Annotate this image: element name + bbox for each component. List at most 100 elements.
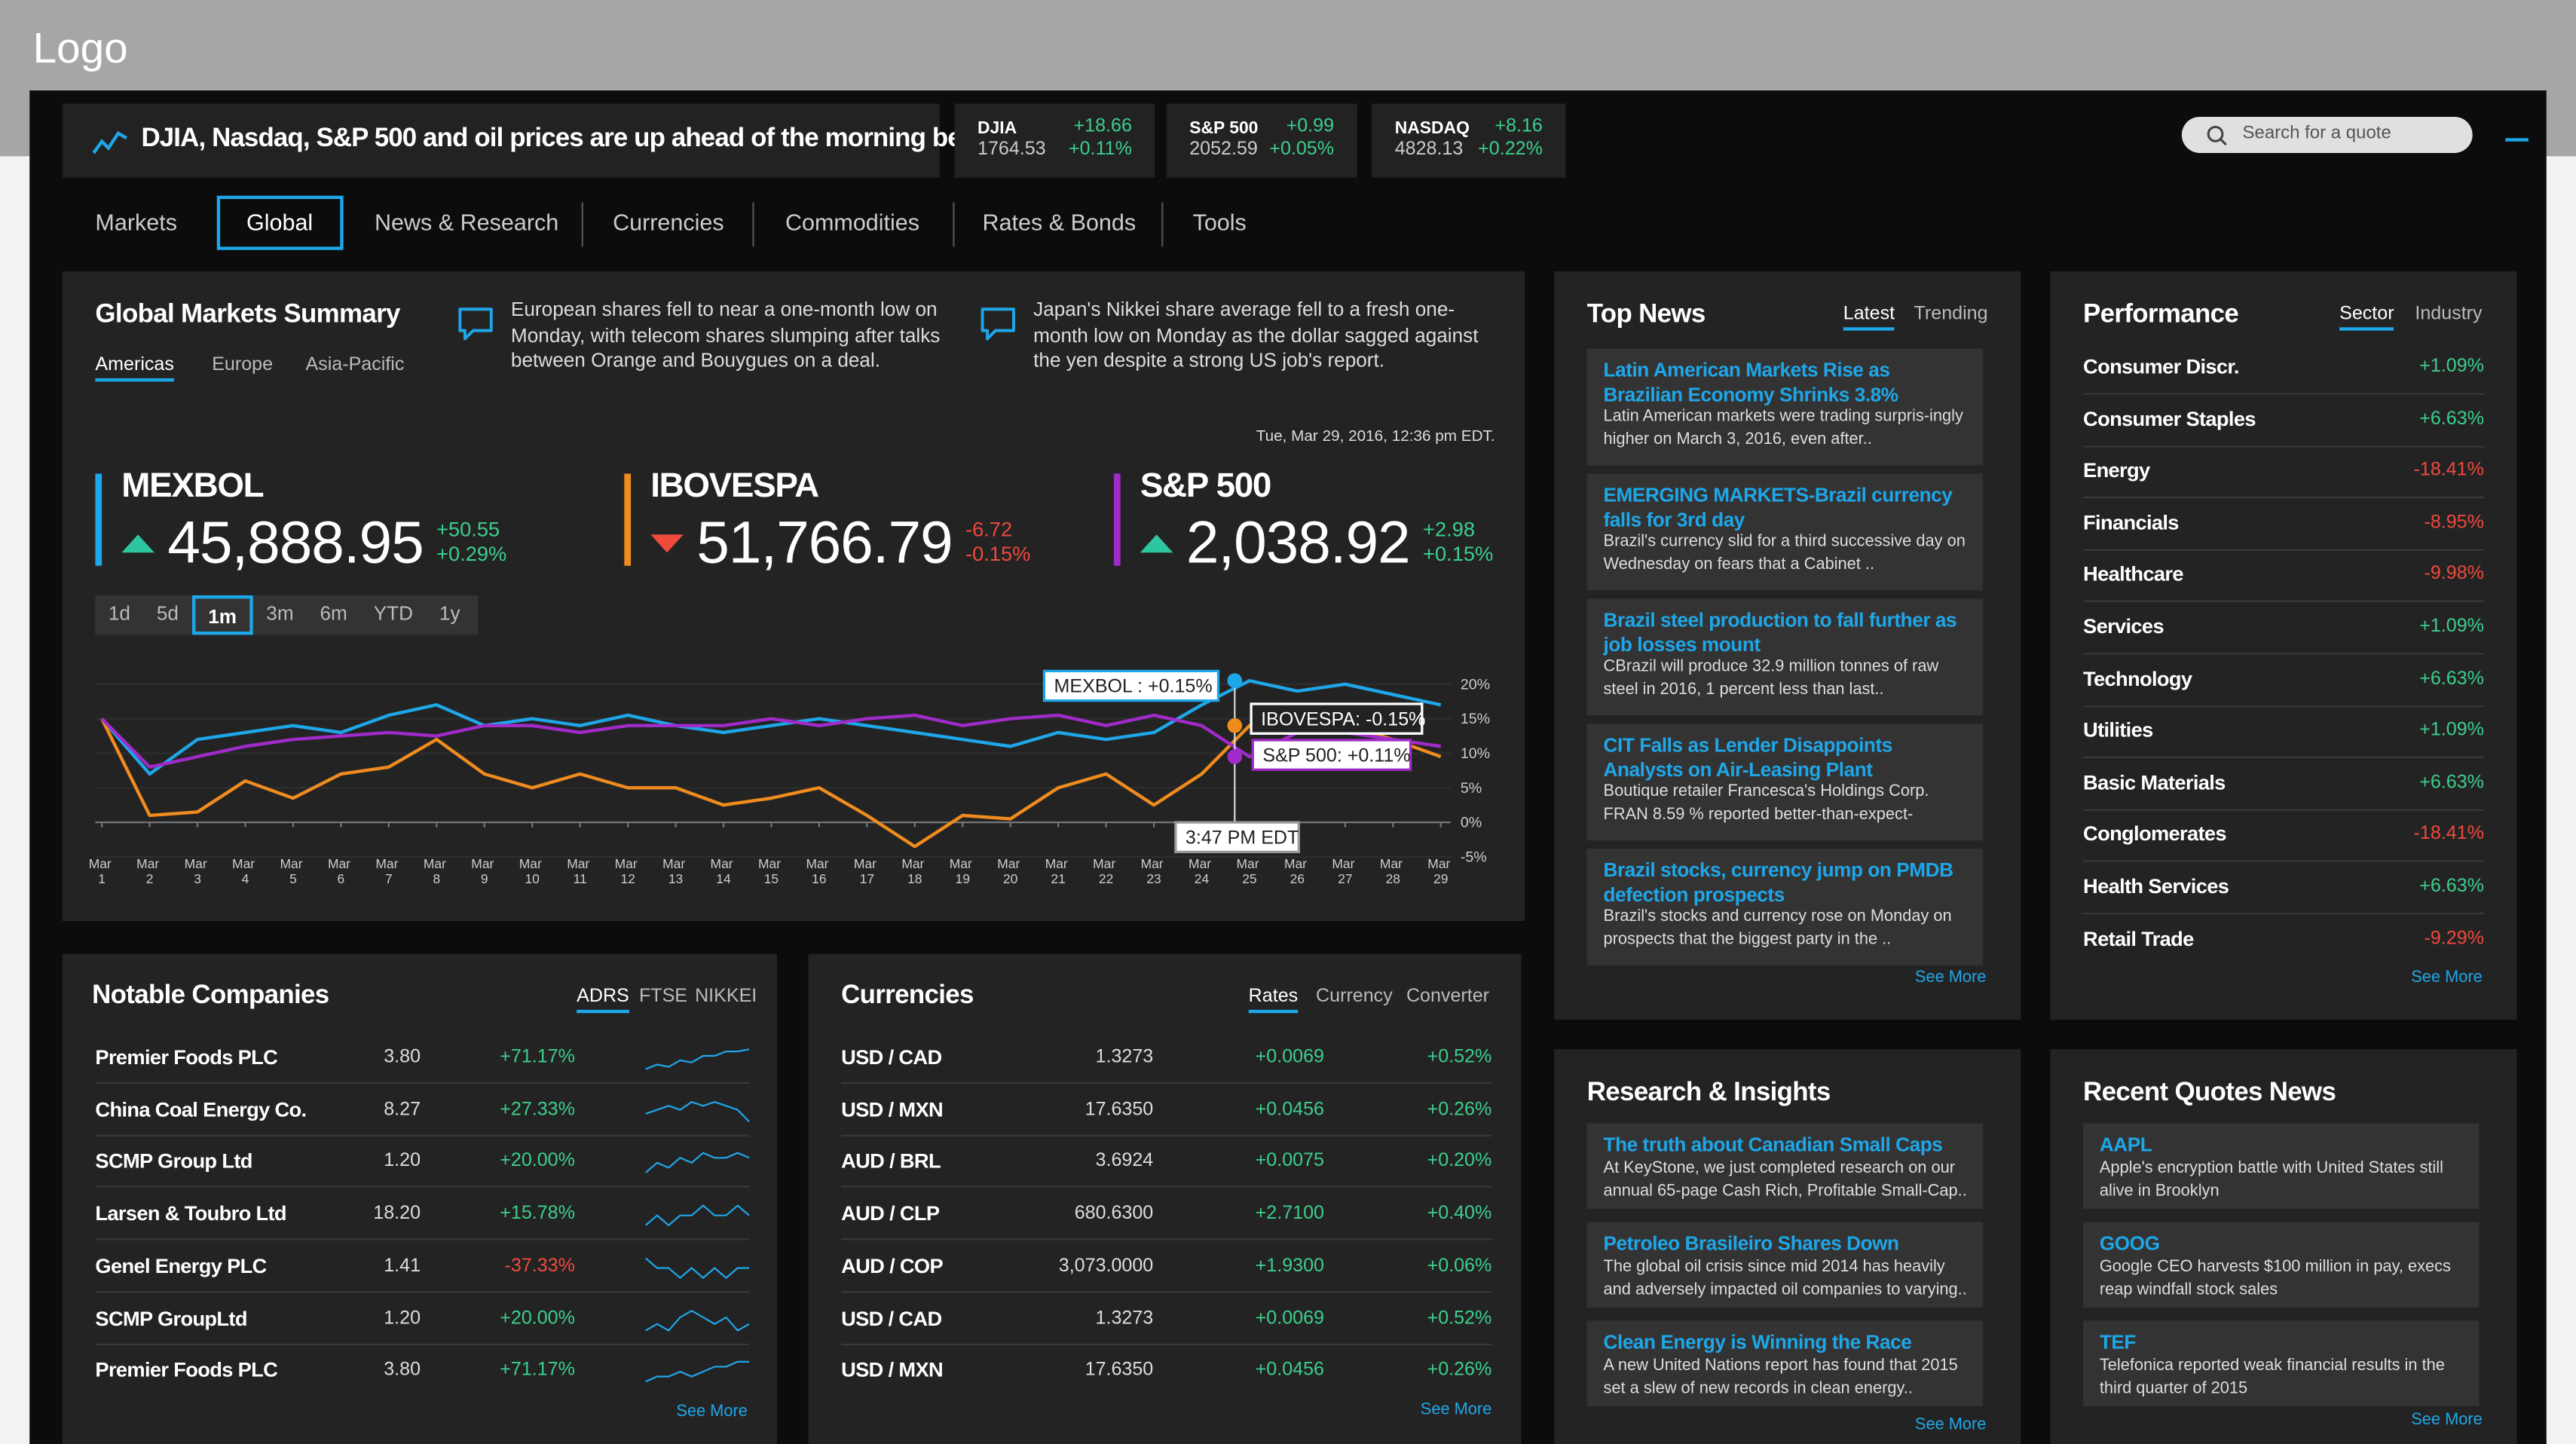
- sparkline: [644, 1152, 750, 1174]
- see-more[interactable]: See More: [2411, 968, 2483, 987]
- tab[interactable]: Rates: [1248, 987, 1299, 1014]
- markets-summary-panel: Global Markets Summary Americas Europe Asia…: [62, 271, 1525, 922]
- ticker-box[interactable]: NASDAQ +8.16 4828.13 +0.22%: [1372, 103, 1566, 178]
- sector-change: -9.98%: [2424, 564, 2484, 585]
- ticker-value: 4828.13: [1394, 139, 1464, 160]
- currency-pair[interactable]: USD / MXN: [841, 1358, 944, 1382]
- range-button[interactable]: 1m: [191, 595, 253, 635]
- see-more[interactable]: See More: [676, 1403, 748, 1421]
- currency-pct: +0.06%: [1427, 1256, 1492, 1276]
- company-name[interactable]: SCMP GroupLtd: [95, 1306, 247, 1330]
- x-tick-label: Mar 17: [854, 856, 880, 886]
- company-price: 3.80: [384, 1048, 421, 1068]
- news-item[interactable]: Brazil steel production to fall further …: [1586, 598, 1984, 716]
- see-more[interactable]: See More: [1914, 968, 1987, 987]
- range-button[interactable]: YTD: [373, 601, 414, 626]
- tab[interactable]: Americas: [95, 355, 174, 382]
- tab[interactable]: ADRS: [577, 987, 629, 1014]
- nav-item[interactable]: Markets: [95, 209, 177, 236]
- company-name[interactable]: Premier Foods PLC: [95, 1045, 278, 1069]
- ticker-box[interactable]: DJIA +18.66 1764.53 +0.11%: [954, 103, 1155, 178]
- range-button[interactable]: 6m: [320, 601, 347, 626]
- company-name[interactable]: Premier Foods PLC: [95, 1358, 278, 1382]
- see-more[interactable]: See More: [1420, 1401, 1492, 1420]
- nav-item[interactable]: Commodities: [785, 209, 920, 236]
- see-more[interactable]: See More: [2411, 1411, 2483, 1430]
- news-item[interactable]: CIT Falls as Lender Disappoints Analysts…: [1586, 724, 1984, 841]
- tab[interactable]: Currency: [1316, 987, 1393, 1007]
- range-button[interactable]: 1d: [108, 601, 130, 626]
- news-summary: Latin American markets were trading surp…: [1603, 408, 1963, 449]
- currency-pair[interactable]: AUD / BRL: [841, 1150, 941, 1173]
- news-item[interactable]: Clean Energy is Winning the Race A new Un…: [1586, 1320, 1984, 1406]
- sector-change: +1.09%: [2419, 356, 2484, 377]
- ticker-value: 2052.59: [1189, 139, 1258, 160]
- company-name[interactable]: Larsen & Toubro Ltd: [95, 1202, 286, 1225]
- news-summary: Brazil's currency slid for a third succe…: [1603, 533, 1966, 574]
- tab[interactable]: Industry: [2415, 304, 2483, 324]
- news-item[interactable]: Petroleo Brasileiro Shares Down The globa…: [1586, 1222, 1984, 1308]
- company-name[interactable]: SCMP Group Ltd: [95, 1150, 252, 1173]
- sector-change: +6.63%: [2419, 876, 2484, 897]
- company-change: +20.00%: [500, 1152, 575, 1172]
- sector-name: Conglomerates: [2083, 822, 2227, 846]
- news-item[interactable]: Latin American Markets Rise as Brazilian…: [1586, 348, 1984, 466]
- index-change-block: +50.55 +0.29%: [436, 518, 506, 567]
- tooltip-text: 3:47 PM EDT: [1186, 827, 1299, 848]
- currency-pair[interactable]: AUD / COP: [841, 1254, 944, 1278]
- search-icon-circle: [2207, 125, 2224, 142]
- tab[interactable]: Converter: [1406, 987, 1490, 1007]
- index-name: IBOVESPA: [650, 467, 819, 505]
- company-price: 1.20: [384, 1152, 421, 1172]
- currency-pair[interactable]: AUD / CLP: [841, 1202, 940, 1225]
- sector-name: Financials: [2083, 511, 2179, 534]
- currency-change: +0.0456: [1255, 1360, 1324, 1381]
- nav-item[interactable]: Tools: [1192, 209, 1247, 236]
- row-separator: [2083, 653, 2484, 655]
- news-summary: CBrazil will produce 32.9 million tonnes…: [1603, 657, 1939, 699]
- news-item[interactable]: AAPL Apple's encryption battle with Unite…: [2083, 1123, 2480, 1209]
- panel-title: Top News: [1586, 301, 1706, 329]
- search-icon: [2207, 125, 2227, 146]
- range-button[interactable]: 1y: [439, 601, 460, 626]
- tab[interactable]: FTSE: [638, 987, 688, 1007]
- currency-change: +2.7100: [1255, 1204, 1324, 1224]
- tab[interactable]: Latest: [1843, 304, 1895, 331]
- tab[interactable]: Asia-Pacific: [305, 355, 405, 375]
- company-name[interactable]: Genel Energy PLC: [95, 1254, 267, 1278]
- nav-item[interactable]: News & Research: [375, 209, 559, 236]
- currency-pct: +0.52%: [1427, 1308, 1492, 1329]
- news-item[interactable]: TEF Telefonica reported weak financial re…: [2083, 1320, 2480, 1406]
- tab[interactable]: Europe: [212, 355, 274, 375]
- tab[interactable]: NIKKEI: [695, 987, 757, 1007]
- nav-item[interactable]: Global: [246, 209, 314, 236]
- search-box[interactable]: Search for a quote: [2181, 116, 2473, 153]
- sector-name: Consumer Staples: [2083, 407, 2256, 430]
- top-news-panel: Top News Latest Trending Latin American Mar…: [1554, 271, 2021, 1020]
- menu-button[interactable]: [2494, 103, 2544, 178]
- currency-pair[interactable]: USD / CAD: [841, 1045, 942, 1069]
- range-button[interactable]: 5d: [156, 601, 179, 626]
- y-tick-label: 5%: [1461, 780, 1482, 797]
- currency-pair[interactable]: USD / MXN: [841, 1098, 944, 1121]
- nav-item[interactable]: Rates & Bonds: [982, 209, 1137, 236]
- range-button[interactable]: 3m: [266, 601, 294, 626]
- tab[interactable]: Sector: [2339, 304, 2394, 331]
- ticker-box[interactable]: S&P 500 +0.99 2052.59 +0.05%: [1166, 103, 1357, 178]
- ticker-pct: +0.22%: [1478, 139, 1543, 160]
- currency-pair[interactable]: USD / CAD: [841, 1306, 942, 1330]
- tab[interactable]: Trending: [1914, 304, 1988, 324]
- news-item[interactable]: Brazil stocks, currency jump on PMDB def…: [1586, 849, 1984, 965]
- sector-change: +1.09%: [2419, 720, 2484, 741]
- nav-item[interactable]: Currencies: [613, 209, 724, 236]
- row-separator: [2083, 549, 2484, 551]
- news-item[interactable]: GOOG Google CEO harvests $100 million in …: [2083, 1222, 2480, 1308]
- company-name[interactable]: China Coal Energy Co.: [95, 1098, 307, 1121]
- news-item[interactable]: EMERGING MARKETS-Brazil currency falls f…: [1586, 473, 1984, 591]
- row-separator: [841, 1134, 1492, 1137]
- crosshair-dot: [1227, 673, 1243, 689]
- see-more[interactable]: See More: [1914, 1415, 1987, 1434]
- row-separator: [2083, 497, 2484, 499]
- news-item[interactable]: The truth about Canadian Small Caps At Ke…: [1586, 1123, 1984, 1209]
